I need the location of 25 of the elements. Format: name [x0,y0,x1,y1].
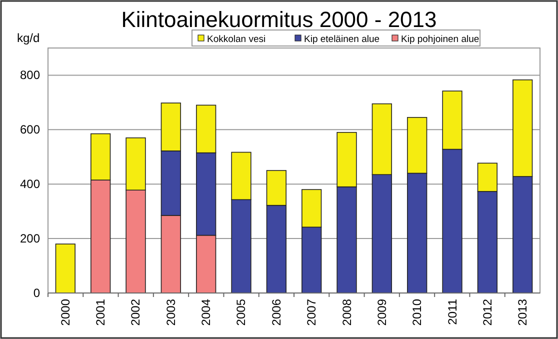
x-tick-label: 2013 [516,298,530,326]
x-tick-label: 2004 [199,298,214,326]
bar [55,244,76,294]
legend-label: Kip eteläinen alue [304,34,380,45]
y-tick-label: 400 [20,177,40,192]
legend-label: Kokkolan vesi [207,34,266,45]
x-tick-label: 2008 [340,298,354,326]
x-tick-label: 2001 [94,298,108,326]
x-tick-label: 2003 [164,298,178,326]
x-tick-label: 2011 [445,298,460,325]
y-tick-label: 0 [33,286,40,300]
y-tick-label: 800 [20,68,40,82]
legend-label: Kip pohjoinen alue [401,34,480,45]
y-tick-label: 200 [20,232,40,246]
chart-title: Kiintoainekuormitus 2000 - 2013 [121,7,437,32]
y-tick-label: 600 [20,122,40,137]
y-axis-title: kg/d [17,31,40,45]
x-tick-label: 2002 [128,298,143,326]
x-tick-label: 2012 [480,298,494,326]
x-tick-label: 2000 [58,298,72,326]
x-tick-label: 2009 [374,298,389,326]
x-tick-label: 2007 [304,298,319,326]
x-tick-label: 2005 [234,298,248,326]
x-tick-label: 2010 [410,298,424,326]
x-tick-label: 2006 [269,298,284,326]
